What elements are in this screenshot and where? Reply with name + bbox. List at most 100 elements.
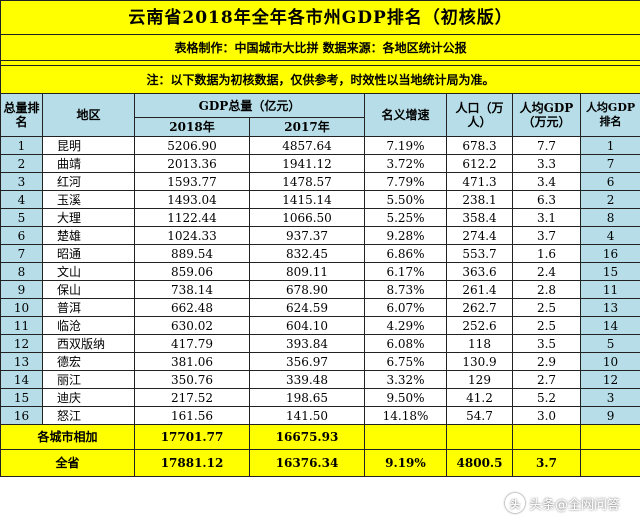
header-per-capita-rank: 人均GDP排名 <box>579 93 640 137</box>
table-row: 15 迪庆 217.52 198.65 9.50% 41.2 5.2 3 <box>0 388 640 407</box>
per-capita-rank-cell: 12 <box>579 370 640 389</box>
table-row: 4 玉溪 1493.04 1415.14 5.50% 238.1 6.3 2 <box>0 190 640 209</box>
gdp-2017-cell: 1066.50 <box>249 208 365 227</box>
gdp-2017-cell: 198.65 <box>249 388 365 407</box>
gdp-2018-cell: 417.79 <box>134 334 250 353</box>
growth-cell: 6.17% <box>364 262 447 281</box>
table-row: 11 临沧 630.02 604.10 4.29% 252.6 2.5 14 <box>0 316 640 335</box>
note-line: 注：以下数据为初核数据，仅供参考，时效性以当地统计局为准。 <box>0 65 640 94</box>
table-row: 5 大理 1122.44 1066.50 5.25% 358.4 3.1 8 <box>0 208 640 227</box>
growth-cell: 7.79% <box>364 172 447 191</box>
per-capita-rank-cell: 16 <box>579 244 640 263</box>
gdp-2017-cell: 809.11 <box>249 262 365 281</box>
gdp-2018-cell: 381.06 <box>134 352 250 371</box>
gdp-2017-cell: 604.10 <box>249 316 365 335</box>
population-cell: 54.7 <box>446 406 513 425</box>
rank-cell: 7 <box>0 244 43 263</box>
sum-2018: 17701.77 <box>134 424 250 450</box>
table-row: 13 德宏 381.06 356.97 6.75% 130.9 2.9 10 <box>0 352 640 371</box>
population-cell: 358.4 <box>446 208 513 227</box>
per-capita-cell: 2.9 <box>512 352 581 371</box>
region-cell: 昆明 <box>42 136 135 155</box>
gdp-2018-cell: 161.56 <box>134 406 250 425</box>
rank-cell: 9 <box>0 280 43 299</box>
population-cell: 262.7 <box>446 298 513 317</box>
gdp-2017-cell: 393.84 <box>249 334 365 353</box>
per-capita-rank-cell: 7 <box>579 154 640 173</box>
sum-empty <box>364 424 447 450</box>
per-capita-cell: 2.4 <box>512 262 581 281</box>
per-capita-rank-cell: 10 <box>579 352 640 371</box>
growth-cell: 14.18% <box>364 406 447 425</box>
per-capita-rank-cell: 14 <box>579 316 640 335</box>
region-cell: 迪庆 <box>42 388 135 407</box>
rank-cell: 11 <box>0 316 43 335</box>
population-cell: 130.9 <box>446 352 513 371</box>
growth-cell: 9.28% <box>364 226 447 245</box>
growth-cell: 8.73% <box>364 280 447 299</box>
per-capita-rank-cell: 4 <box>579 226 640 245</box>
sum-empty <box>579 424 640 450</box>
gdp-2018-cell: 889.54 <box>134 244 250 263</box>
per-capita-rank-cell: 1 <box>579 136 640 155</box>
per-capita-rank-cell: 13 <box>579 298 640 317</box>
gdp-2017-cell: 339.48 <box>249 370 365 389</box>
per-capita-cell: 3.0 <box>512 406 581 425</box>
header-region: 地区 <box>42 93 135 137</box>
gdp-2017-cell: 356.97 <box>249 352 365 371</box>
population-cell: 252.6 <box>446 316 513 335</box>
sum-empty <box>512 424 581 450</box>
growth-cell: 4.29% <box>364 316 447 335</box>
region-cell: 保山 <box>42 280 135 299</box>
per-capita-rank-cell: 8 <box>579 208 640 227</box>
gdp-2017-cell: 678.90 <box>249 280 365 299</box>
gdp-2017-cell: 141.50 <box>249 406 365 425</box>
gdp-2017-cell: 937.37 <box>249 226 365 245</box>
table-row: 1 昆明 5206.90 4857.64 7.19% 678.3 7.7 1 <box>0 136 640 155</box>
region-cell: 西双版纳 <box>42 334 135 353</box>
per-capita-cell: 7.7 <box>512 136 581 155</box>
rank-cell: 13 <box>0 352 43 371</box>
rank-cell: 5 <box>0 208 43 227</box>
per-capita-rank-cell: 2 <box>579 190 640 209</box>
per-capita-rank-cell: 5 <box>579 334 640 353</box>
sum-2017: 16675.93 <box>249 424 365 450</box>
rank-cell: 15 <box>0 388 43 407</box>
rank-cell: 4 <box>0 190 43 209</box>
gdp-2018-cell: 630.02 <box>134 316 250 335</box>
gdp-2018-cell: 1122.44 <box>134 208 250 227</box>
per-capita-cell: 3.1 <box>512 208 581 227</box>
sum-label: 各城市相加 <box>0 424 135 450</box>
table-body: 1 昆明 5206.90 4857.64 7.19% 678.3 7.7 1 2 曲靖 2013.3… <box>0 136 640 425</box>
population-cell: 553.7 <box>446 244 513 263</box>
rank-cell: 12 <box>0 334 43 353</box>
rank-cell: 14 <box>0 370 43 389</box>
total-growth: 9.19% <box>364 449 447 477</box>
region-cell: 文山 <box>42 262 135 281</box>
total-label: 全省 <box>0 449 135 477</box>
table-row: 3 红河 1593.77 1478.57 7.79% 471.3 3.4 6 <box>0 172 640 191</box>
region-cell: 临沧 <box>42 316 135 335</box>
per-capita-cell: 5.2 <box>512 388 581 407</box>
per-capita-rank-cell: 15 <box>579 262 640 281</box>
rank-cell: 2 <box>0 154 43 173</box>
growth-cell: 3.32% <box>364 370 447 389</box>
rank-cell: 8 <box>0 262 43 281</box>
per-capita-cell: 3.3 <box>512 154 581 173</box>
gdp-2018-cell: 859.06 <box>134 262 250 281</box>
growth-cell: 6.86% <box>364 244 447 263</box>
gdp-2018-cell: 1493.04 <box>134 190 250 209</box>
gdp-2018-cell: 350.76 <box>134 370 250 389</box>
header-population: 人口（万人） <box>446 93 513 137</box>
table-row: 16 怒江 161.56 141.50 14.18% 54.7 3.0 9 <box>0 406 640 425</box>
per-capita-cell: 2.5 <box>512 298 581 317</box>
gdp-2017-cell: 832.45 <box>249 244 365 263</box>
region-cell: 德宏 <box>42 352 135 371</box>
sum-empty <box>446 424 513 450</box>
credit-line: 表格制作：中国城市大比拼 数据来源：各地区统计公报 <box>0 34 640 61</box>
table-row: 7 昭通 889.54 832.45 6.86% 553.7 1.6 16 <box>0 244 640 263</box>
header-gdp: GDP总量（亿元） <box>134 93 365 118</box>
region-cell: 怒江 <box>42 406 135 425</box>
total-population: 4800.5 <box>446 449 513 477</box>
